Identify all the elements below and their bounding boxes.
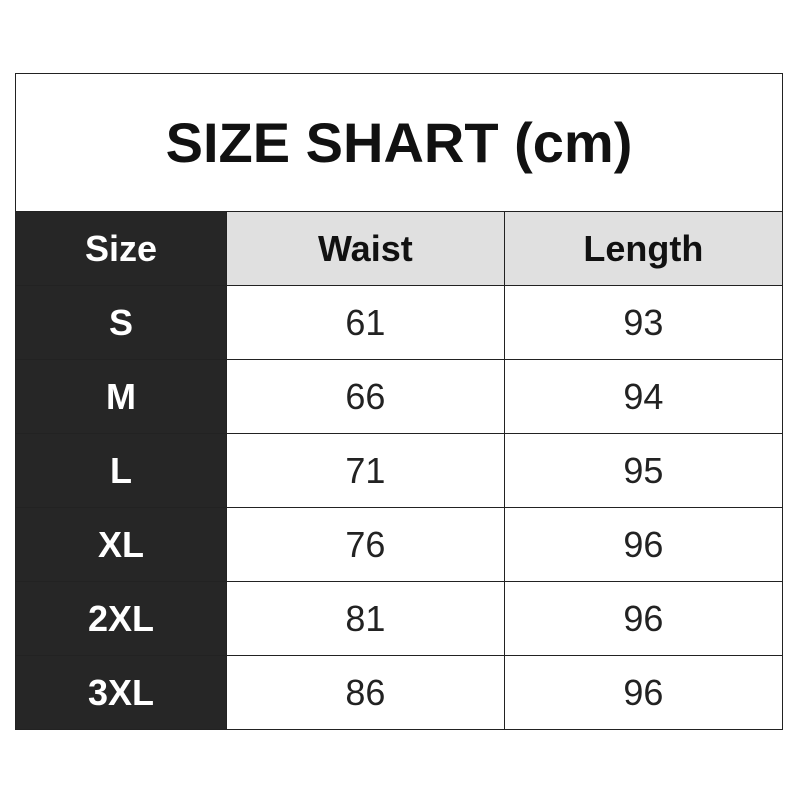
chart-title: SIZE SHART (cm) xyxy=(16,74,782,212)
table-row: S 61 93 xyxy=(16,285,782,360)
size-cell: XL xyxy=(16,507,227,582)
table-row: XL 76 96 xyxy=(16,507,782,582)
waist-cell: 86 xyxy=(226,655,505,729)
size-cell: M xyxy=(16,359,227,434)
table-row: M 66 94 xyxy=(16,359,782,434)
length-cell: 95 xyxy=(503,433,782,508)
table-row: L 71 95 xyxy=(16,433,782,508)
waist-cell: 61 xyxy=(226,285,505,360)
header-size: Size xyxy=(16,212,227,286)
size-table: Size Waist Length S 61 93 M 66 94 L 71 95 XL 76 96 2… xyxy=(16,212,782,729)
length-cell: 96 xyxy=(503,507,782,582)
size-cell: L xyxy=(16,433,227,508)
length-cell: 93 xyxy=(503,285,782,360)
size-chart: SIZE SHART (cm) Size Waist Length S 61 93 M… xyxy=(15,73,783,730)
header-row: Size Waist Length xyxy=(16,212,782,286)
table-row: 2XL 81 96 xyxy=(16,581,782,656)
waist-cell: 81 xyxy=(226,581,505,656)
waist-cell: 76 xyxy=(226,507,505,582)
length-cell: 94 xyxy=(503,359,782,434)
waist-cell: 66 xyxy=(226,359,505,434)
size-cell: 2XL xyxy=(16,581,227,656)
header-length: Length xyxy=(503,212,782,286)
size-cell: S xyxy=(16,285,227,360)
length-cell: 96 xyxy=(503,655,782,729)
length-cell: 96 xyxy=(503,581,782,656)
table-row: 3XL 86 96 xyxy=(16,655,782,729)
header-waist: Waist xyxy=(226,212,505,286)
size-cell: 3XL xyxy=(16,655,227,729)
waist-cell: 71 xyxy=(226,433,505,508)
